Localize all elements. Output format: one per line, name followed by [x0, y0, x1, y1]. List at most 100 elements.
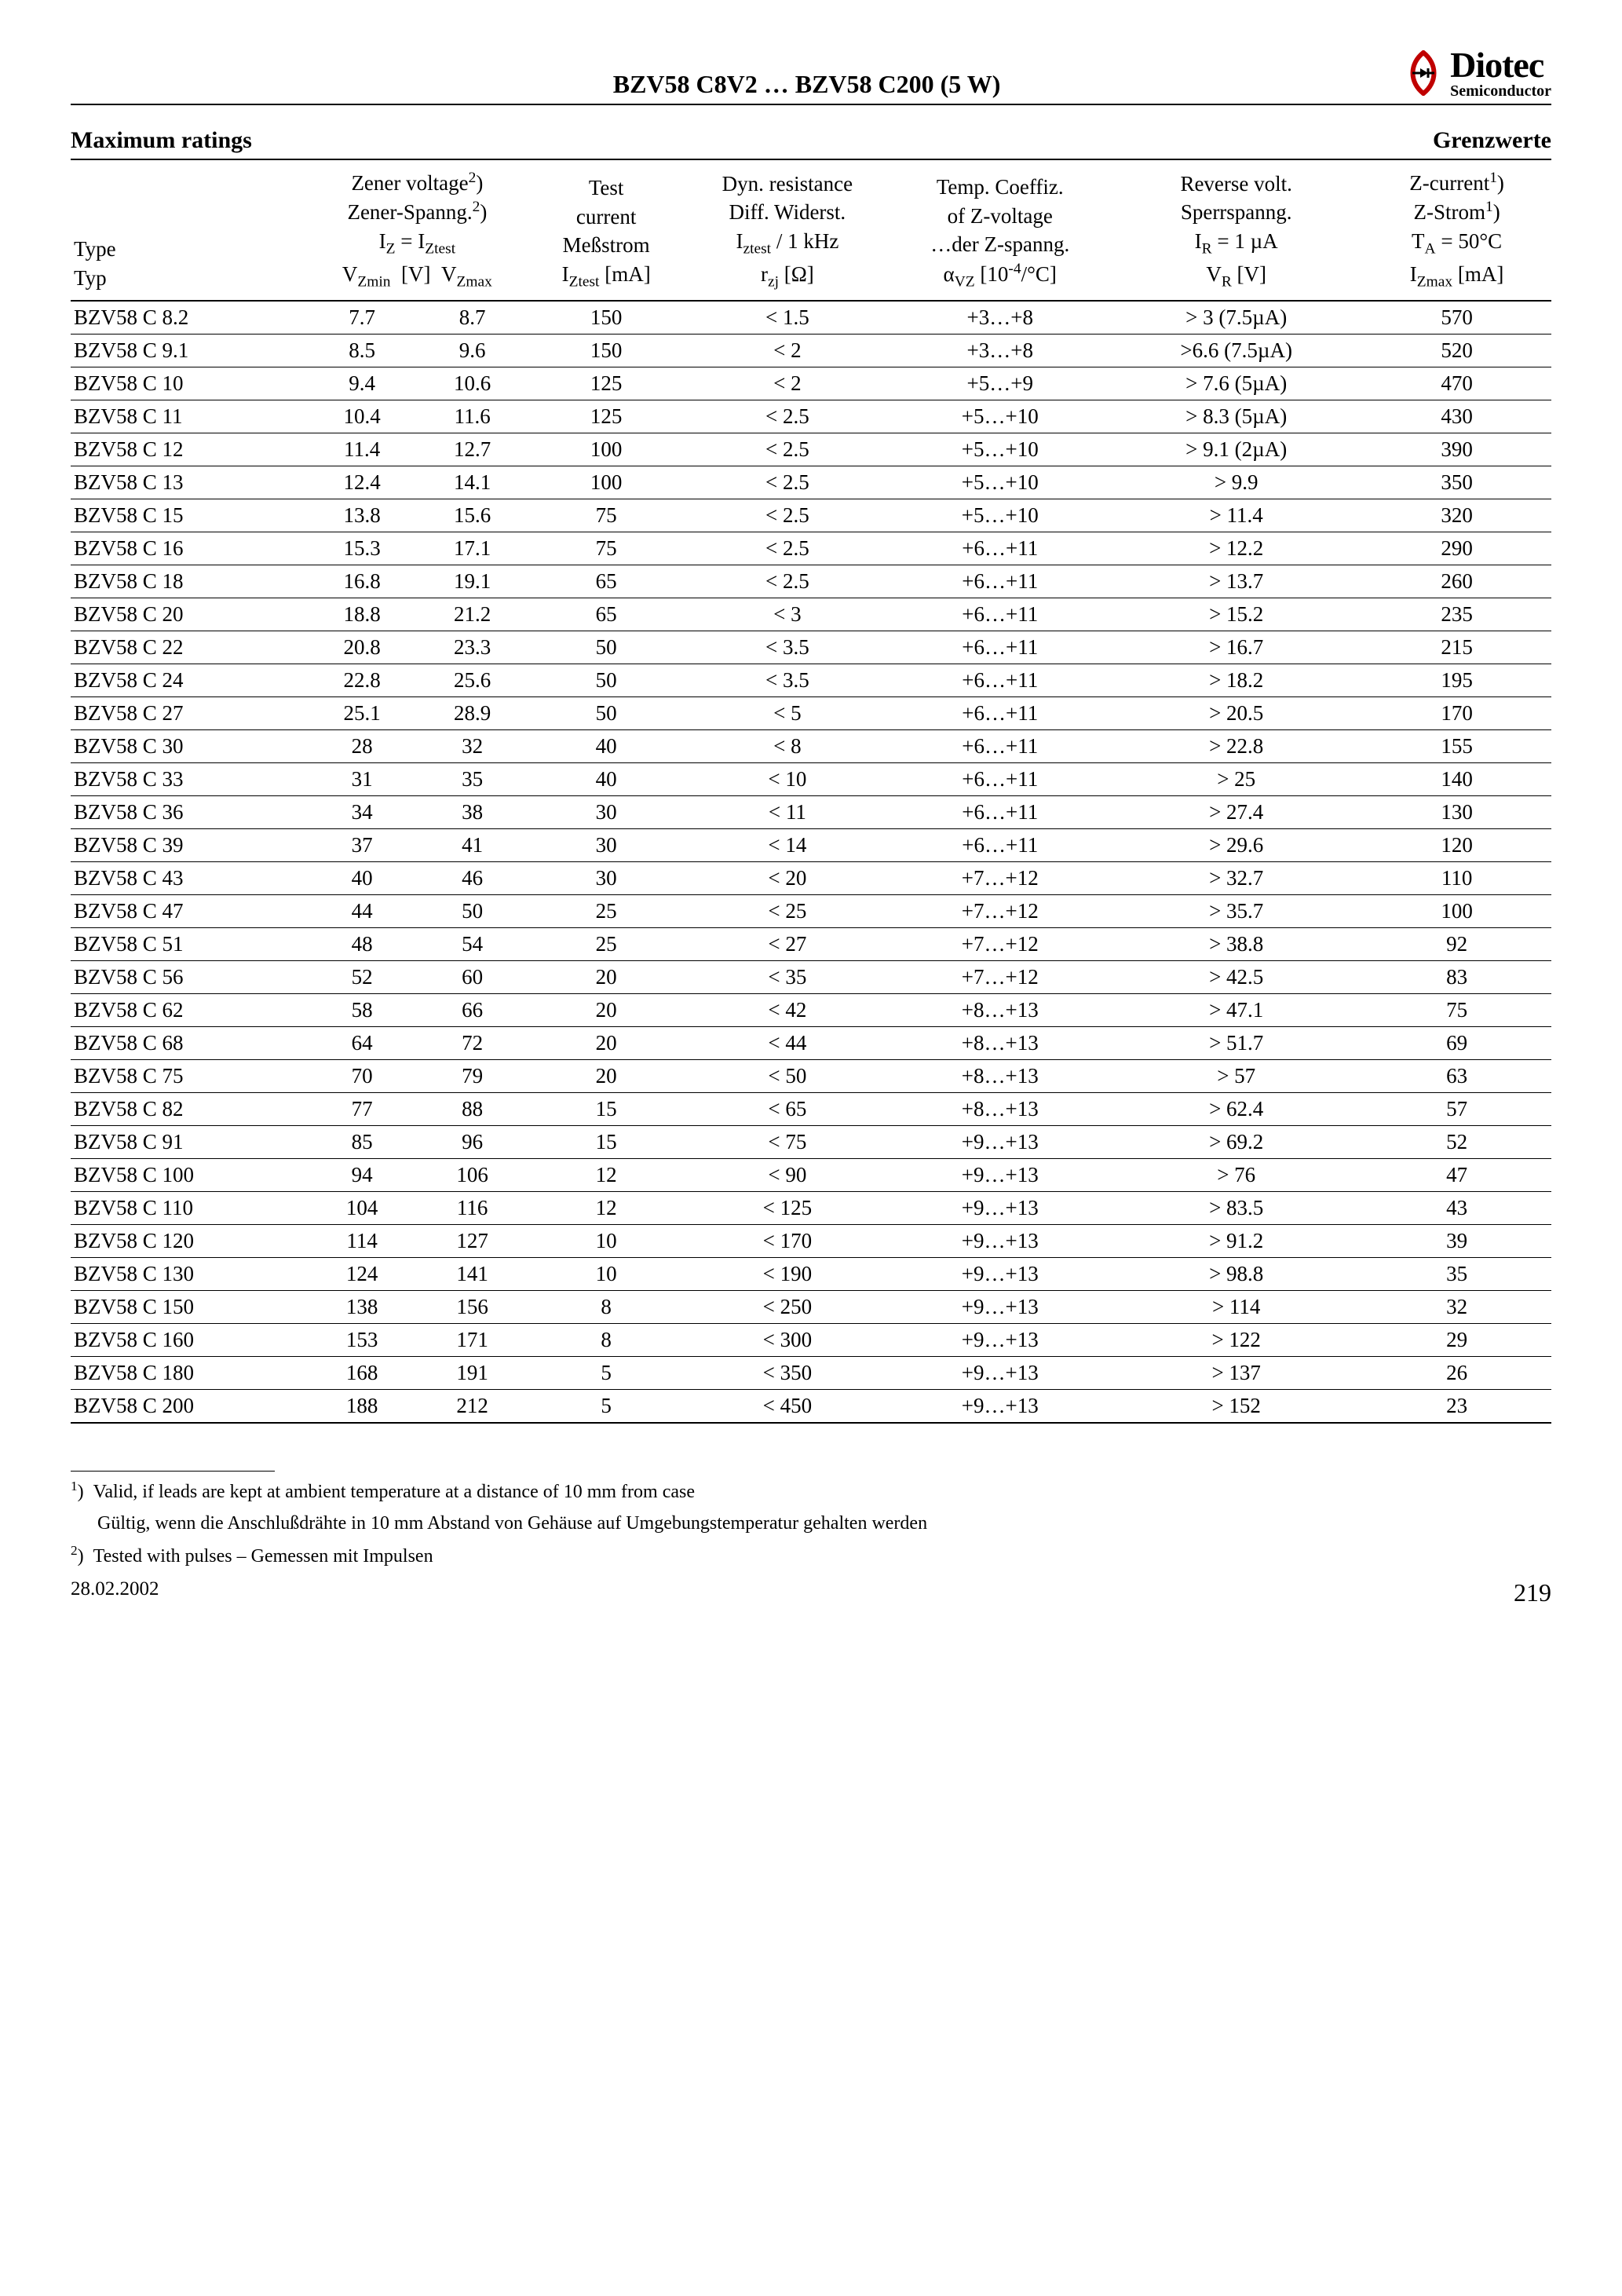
- cell-alpha: +5…+10: [890, 400, 1110, 433]
- cell-iz: 10: [528, 1225, 685, 1258]
- cell-rzj: < 35: [685, 961, 890, 994]
- cell-rzj: < 25: [685, 895, 890, 928]
- cell-alpha: +6…+11: [890, 631, 1110, 664]
- cell-alpha: +9…+13: [890, 1291, 1110, 1324]
- cell-iz: 25: [528, 928, 685, 961]
- cell-vzmax: 66: [417, 994, 527, 1027]
- cell-rzj: < 2.5: [685, 499, 890, 532]
- cell-type: BZV58 C 91: [71, 1126, 307, 1159]
- cell-rzj: < 20: [685, 862, 890, 895]
- cell-iz: 30: [528, 862, 685, 895]
- cell-iz: 30: [528, 796, 685, 829]
- cell-izmax: 155: [1362, 730, 1551, 763]
- cell-iz: 12: [528, 1159, 685, 1192]
- cell-vzmin: 28: [307, 730, 417, 763]
- table-row: BZV58 C 1801681915< 350+9…+13> 13726: [71, 1357, 1551, 1390]
- cell-iz: 10: [528, 1258, 685, 1291]
- cell-vzmin: 7.7: [307, 301, 417, 335]
- cell-izmax: 92: [1362, 928, 1551, 961]
- cell-rzj: < 125: [685, 1192, 890, 1225]
- cell-vr: > 27.4: [1110, 796, 1362, 829]
- cell-iz: 125: [528, 400, 685, 433]
- table-row: BZV58 C 56526020< 35+7…+12> 42.583: [71, 961, 1551, 994]
- cell-alpha: +6…+11: [890, 565, 1110, 598]
- cell-rzj: < 450: [685, 1390, 890, 1424]
- cell-vzmax: 19.1: [417, 565, 527, 598]
- cell-izmax: 63: [1362, 1060, 1551, 1093]
- th-reverse-volt: Reverse volt. Sperrspanng. IR = 1 µA VR …: [1110, 160, 1362, 301]
- cell-rzj: < 44: [685, 1027, 890, 1060]
- cell-type: BZV58 C 180: [71, 1357, 307, 1390]
- table-row: BZV58 C 1816.819.165< 2.5+6…+11> 13.7260: [71, 565, 1551, 598]
- cell-vzmax: 38: [417, 796, 527, 829]
- cell-alpha: +9…+13: [890, 1390, 1110, 1424]
- cell-rzj: < 65: [685, 1093, 890, 1126]
- cell-type: BZV58 C 36: [71, 796, 307, 829]
- logo-sub: Semiconductor: [1450, 83, 1551, 99]
- cell-type: BZV58 C 75: [71, 1060, 307, 1093]
- cell-rzj: < 2.5: [685, 565, 890, 598]
- cell-vr: > 25: [1110, 763, 1362, 796]
- cell-iz: 100: [528, 466, 685, 499]
- cell-alpha: +9…+13: [890, 1258, 1110, 1291]
- table-row: BZV58 C 75707920< 50+8…+13> 5763: [71, 1060, 1551, 1093]
- footer-page: 219: [1514, 1578, 1551, 1607]
- section-left: Maximum ratings: [71, 127, 252, 154]
- cell-vr: > 29.6: [1110, 829, 1362, 862]
- cell-izmax: 140: [1362, 763, 1551, 796]
- cell-type: BZV58 C 15: [71, 499, 307, 532]
- cell-vzmax: 60: [417, 961, 527, 994]
- cell-vzmin: 11.4: [307, 433, 417, 466]
- cell-alpha: +8…+13: [890, 994, 1110, 1027]
- cell-alpha: +8…+13: [890, 1060, 1110, 1093]
- cell-vzmax: 11.6: [417, 400, 527, 433]
- cell-vr: > 47.1: [1110, 994, 1362, 1027]
- cell-iz: 8: [528, 1324, 685, 1357]
- cell-vr: > 12.2: [1110, 532, 1362, 565]
- th-type: Type Typ: [71, 160, 307, 301]
- footnote-1-de: Gültig, wenn die Anschlußdrähte in 10 mm…: [71, 1509, 1551, 1537]
- cell-vzmax: 50: [417, 895, 527, 928]
- cell-vzmax: 28.9: [417, 697, 527, 730]
- cell-izmax: 23: [1362, 1390, 1551, 1424]
- cell-rzj: < 350: [685, 1357, 890, 1390]
- cell-izmax: 39: [1362, 1225, 1551, 1258]
- cell-izmax: 32: [1362, 1291, 1551, 1324]
- cell-rzj: < 90: [685, 1159, 890, 1192]
- footer-date: 28.02.2002: [71, 1578, 159, 1607]
- cell-vzmin: 20.8: [307, 631, 417, 664]
- table-row: BZV58 C 2220.823.350< 3.5+6…+11> 16.7215: [71, 631, 1551, 664]
- cell-vzmin: 188: [307, 1390, 417, 1424]
- cell-vzmax: 171: [417, 1324, 527, 1357]
- cell-izmax: 235: [1362, 598, 1551, 631]
- cell-vzmin: 114: [307, 1225, 417, 1258]
- cell-izmax: 260: [1362, 565, 1551, 598]
- cell-type: BZV58 C 9.1: [71, 335, 307, 367]
- cell-izmax: 430: [1362, 400, 1551, 433]
- cell-vzmin: 16.8: [307, 565, 417, 598]
- table-row: BZV58 C 36343830< 11+6…+11> 27.4130: [71, 796, 1551, 829]
- cell-vr: > 137: [1110, 1357, 1362, 1390]
- cell-vr: >6.6 (7.5µA): [1110, 335, 1362, 367]
- cell-iz: 40: [528, 763, 685, 796]
- table-row: BZV58 C 30283240< 8+6…+11> 22.8155: [71, 730, 1551, 763]
- cell-vzmax: 25.6: [417, 664, 527, 697]
- cell-vzmin: 15.3: [307, 532, 417, 565]
- cell-alpha: +8…+13: [890, 1027, 1110, 1060]
- cell-vzmin: 10.4: [307, 400, 417, 433]
- table-row: BZV58 C 2725.128.950< 5+6…+11> 20.5170: [71, 697, 1551, 730]
- cell-izmax: 170: [1362, 697, 1551, 730]
- cell-vzmax: 8.7: [417, 301, 527, 335]
- cell-vzmin: 13.8: [307, 499, 417, 532]
- th-dyn-resistance: Dyn. resistance Diff. Widerst. Iztest / …: [685, 160, 890, 301]
- cell-izmax: 290: [1362, 532, 1551, 565]
- cell-vr: > 42.5: [1110, 961, 1362, 994]
- cell-vzmin: 70: [307, 1060, 417, 1093]
- cell-iz: 30: [528, 829, 685, 862]
- cell-vzmin: 85: [307, 1126, 417, 1159]
- cell-rzj: < 2.5: [685, 433, 890, 466]
- cell-vr: > 11.4: [1110, 499, 1362, 532]
- cell-iz: 15: [528, 1093, 685, 1126]
- cell-type: BZV58 C 33: [71, 763, 307, 796]
- cell-iz: 5: [528, 1390, 685, 1424]
